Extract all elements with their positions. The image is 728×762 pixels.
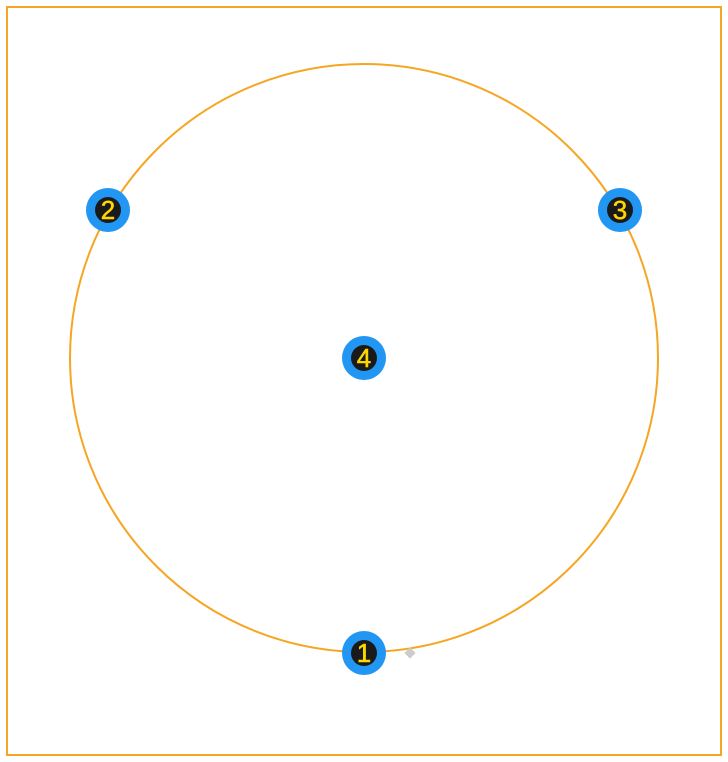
node-4: 4	[342, 336, 386, 380]
node-label-2: 2	[101, 195, 115, 226]
node-label-4: 4	[357, 343, 371, 374]
node-label-3: 3	[613, 195, 627, 226]
node-label-1: 1	[357, 638, 371, 669]
node-1: 1	[342, 631, 386, 675]
node-2: 2	[86, 188, 130, 232]
diagram-canvas: 1 2 3 4	[0, 0, 728, 762]
node-3: 3	[598, 188, 642, 232]
